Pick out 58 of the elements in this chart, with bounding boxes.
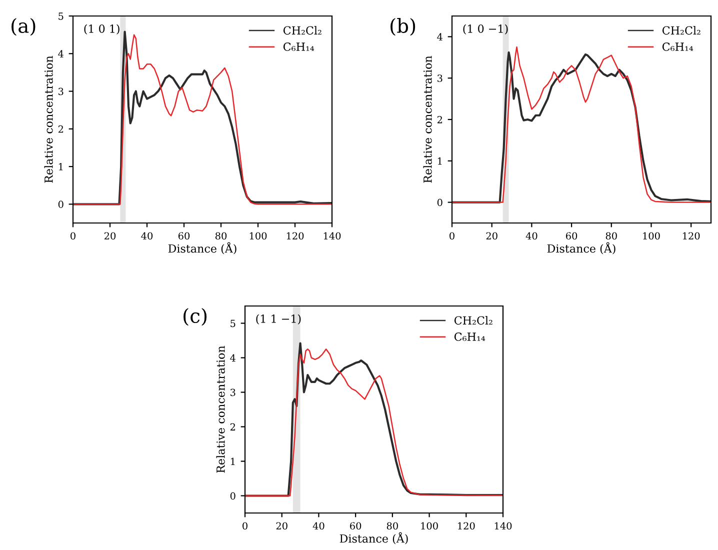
- y-axis-title: Relative concentration: [423, 56, 432, 183]
- x-tick-label: 120: [682, 232, 700, 240]
- legend-label: CH₂Cl₂: [283, 26, 322, 35]
- legend-label: CH₂Cl₂: [454, 316, 492, 325]
- x-tick-label: 60: [178, 232, 190, 240]
- x-tick-label: 20: [486, 232, 498, 240]
- y-tick-label: 4: [230, 354, 236, 362]
- y-tick-label: 4: [437, 33, 442, 40]
- y-axis-title: Relative concentration: [216, 346, 225, 473]
- y-tick-label: 1: [230, 458, 235, 465]
- y-tick-label: 5: [58, 12, 64, 20]
- x-axis-title: Distance (Å): [547, 242, 616, 254]
- y-tick-label: 3: [438, 74, 442, 82]
- x-tick-label: 40: [526, 232, 538, 240]
- x-tick-label: 100: [250, 232, 267, 240]
- x-tick-label: 80: [606, 232, 617, 240]
- legend-label: C₆H₁₄: [283, 42, 314, 51]
- y-tick-label: 0: [437, 198, 442, 206]
- x-tick-label: 20: [276, 522, 288, 530]
- y-tick-label: 3: [230, 388, 236, 396]
- chart-title: (a): [12, 18, 36, 36]
- x-tick-label: 0: [242, 522, 248, 530]
- x-tick-label: 140: [494, 522, 512, 530]
- y-tick-label: 5: [230, 320, 236, 328]
- chart-title: (c): [184, 308, 207, 326]
- legend-label: C₆H₁₄: [454, 332, 486, 341]
- x-tick-label: 40: [141, 232, 153, 240]
- y-tick-label: 1: [58, 163, 63, 170]
- y-tick-label: 2: [437, 116, 442, 124]
- y-tick-label: 0: [58, 200, 64, 208]
- y-tick-label: 3: [58, 88, 64, 96]
- x-tick-label: 120: [286, 232, 304, 240]
- annotation: (1 0 −1): [463, 24, 508, 34]
- chart-title: (b): [390, 18, 416, 36]
- x-axis-title: Distance (Å): [340, 532, 408, 544]
- legend-label: CH₂Cl₂: [662, 26, 700, 35]
- x-tick-label: 40: [312, 522, 324, 530]
- x-tick-label: 0: [70, 232, 76, 240]
- x-tick-label: 0: [450, 232, 454, 240]
- x-tick-label: 60: [566, 232, 578, 240]
- y-tick-label: 4: [58, 50, 64, 58]
- legend-label: C₆H₁₄: [662, 42, 694, 51]
- x-tick-label: 100: [643, 232, 660, 240]
- x-tick-label: 120: [458, 522, 475, 530]
- x-tick-label: 140: [324, 232, 341, 240]
- y-tick-label: 0: [230, 492, 236, 500]
- x-tick-label: 80: [386, 522, 398, 530]
- annotation: (1 1 −1): [256, 314, 301, 324]
- y-tick-label: 2: [58, 125, 64, 133]
- annotation: (1 0 1): [84, 24, 120, 34]
- y-tick-label: 2: [230, 423, 236, 430]
- y-tick-label: 1: [438, 157, 442, 165]
- x-tick-label: 20: [104, 232, 116, 240]
- x-tick-label: 80: [215, 232, 227, 240]
- x-axis-title: Distance (Å): [168, 242, 236, 254]
- x-tick-label: 100: [421, 522, 438, 530]
- x-tick-label: 60: [350, 522, 362, 530]
- y-axis-title: Relative concentration: [44, 56, 53, 183]
